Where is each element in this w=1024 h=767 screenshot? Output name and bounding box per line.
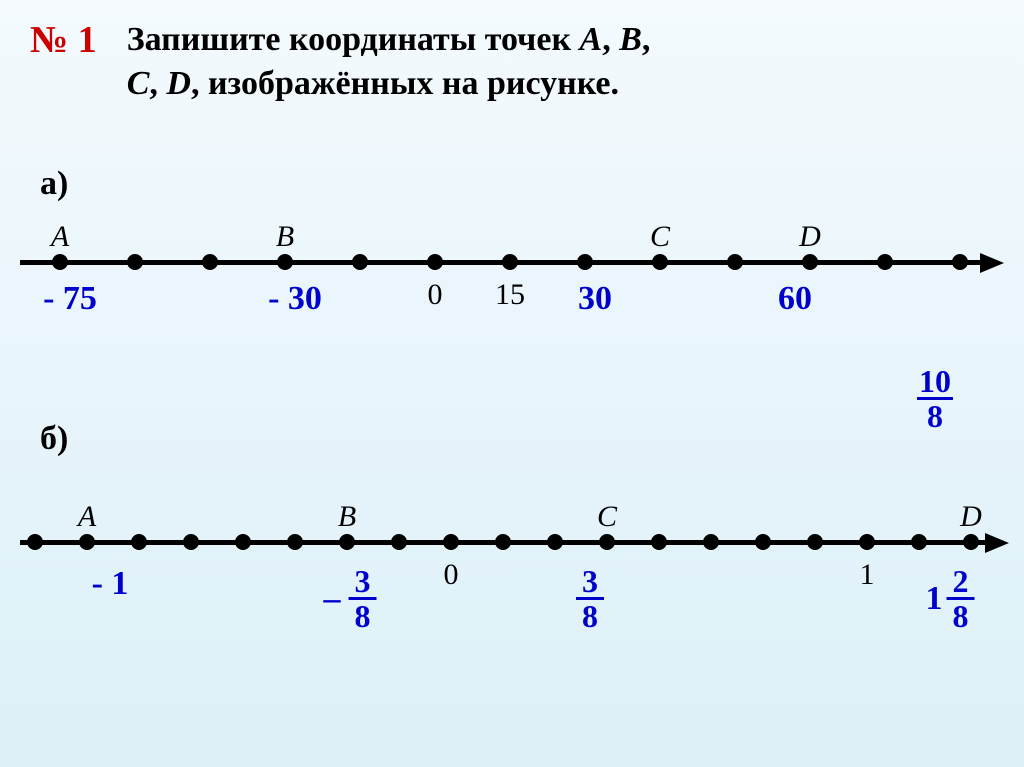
problem-text: Запишите координаты точек A, B, C, D, из… [127, 18, 651, 106]
answer-label: –38 [324, 565, 377, 632]
numberline-b: ABCD01- 1–3838128108 [0, 510, 1024, 710]
point-label: C [650, 220, 670, 254]
axis-label: 15 [495, 278, 525, 312]
axis-line [20, 260, 980, 265]
tick-dot [277, 254, 293, 270]
axis-label: 1 [860, 558, 875, 592]
tick-dot [235, 534, 251, 550]
tick-dot [443, 534, 459, 550]
answer-label: 38 [576, 565, 604, 632]
axis-label: 0 [444, 558, 459, 592]
tick-dot [202, 254, 218, 270]
tick-dot [755, 534, 771, 550]
point-label: A [51, 220, 69, 254]
tick-dot [502, 254, 518, 270]
tick-dot [352, 254, 368, 270]
answer-label: - 75 [43, 280, 97, 318]
tick-dot [651, 534, 667, 550]
tick-dot [495, 534, 511, 550]
point-label: D [960, 500, 982, 534]
answer-label: 30 [578, 280, 612, 318]
problem-number: № 1 [30, 18, 97, 62]
point-label: D [799, 220, 821, 254]
point-label: C [597, 500, 617, 534]
numberline-a: ABCD015- 75- 303060 [0, 230, 1024, 430]
part-b-label: б) [40, 420, 68, 458]
tick-dot [287, 534, 303, 550]
tick-dot [807, 534, 823, 550]
tick-dot [652, 254, 668, 270]
axis-label: 0 [428, 278, 443, 312]
tick-dot [963, 534, 979, 550]
tick-dot [27, 534, 43, 550]
tick-dot [127, 254, 143, 270]
tick-dot [427, 254, 443, 270]
tick-dot [877, 254, 893, 270]
answer-label: 128 [926, 565, 975, 632]
tick-dot [52, 254, 68, 270]
answer-label: - 1 [92, 565, 129, 603]
tick-dot [802, 254, 818, 270]
arrow-icon [980, 253, 1004, 273]
tick-dot [577, 254, 593, 270]
tick-dot [339, 534, 355, 550]
tick-dot [859, 534, 875, 550]
tick-dot [952, 254, 968, 270]
tick-dot [131, 534, 147, 550]
tick-dot [911, 534, 927, 550]
part-a-label: а) [40, 165, 68, 203]
arrow-icon [985, 533, 1009, 553]
extra-fraction: 108 [917, 365, 953, 432]
answer-label: 60 [778, 280, 812, 318]
tick-dot [703, 534, 719, 550]
tick-dot [727, 254, 743, 270]
tick-dot [599, 534, 615, 550]
tick-dot [547, 534, 563, 550]
point-label: B [338, 500, 356, 534]
answer-label: - 30 [268, 280, 322, 318]
tick-dot [391, 534, 407, 550]
point-label: B [276, 220, 294, 254]
tick-dot [183, 534, 199, 550]
tick-dot [79, 534, 95, 550]
point-label: A [78, 500, 96, 534]
